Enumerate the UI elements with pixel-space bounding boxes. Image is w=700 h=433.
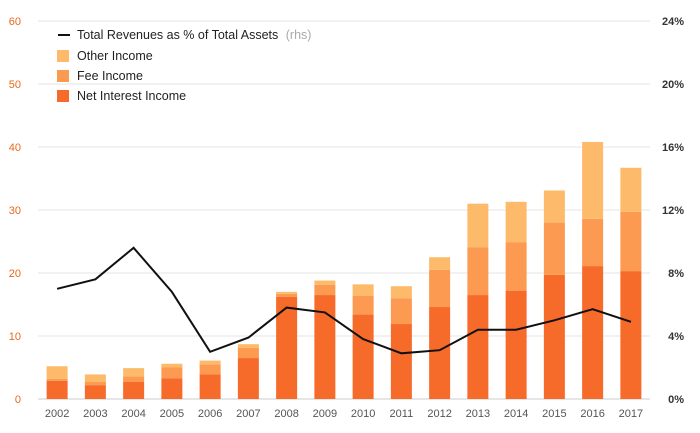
bar-net-interest-income-2017 [620, 271, 642, 399]
legend: Total Revenues as % of Total Assets (rhs… [57, 28, 311, 103]
right-tick-label: 4% [668, 331, 684, 343]
x-tick-label: 2010 [351, 408, 375, 420]
left-tick-label: 60 [9, 16, 21, 28]
bar-other-income-2014 [505, 201, 527, 243]
legend-net-swatch [57, 90, 69, 102]
bar-net-interest-income-2014 [505, 290, 527, 399]
right-tick-label: 16% [662, 142, 684, 154]
x-tick-label: 2006 [198, 408, 222, 420]
stacked-bars [46, 141, 642, 399]
legend-net-label: Net Interest Income [77, 89, 186, 103]
x-tick-label: 2005 [160, 408, 184, 420]
legend-line-label: Total Revenues as % of Total Assets (rhs… [77, 28, 311, 42]
bar-net-interest-income-2006 [199, 374, 221, 399]
x-tick-label: 2007 [236, 408, 260, 420]
x-tick-label: 2004 [121, 408, 145, 420]
legend-fee-label: Fee Income [77, 69, 143, 83]
x-tick-label: 2009 [313, 408, 337, 420]
x-tick-label: 2008 [274, 408, 298, 420]
right-tick-label: 20% [662, 79, 684, 91]
bar-fee-income-2009 [314, 284, 336, 296]
total-revenues-line [56, 246, 632, 355]
bar-net-interest-income-2012 [429, 307, 451, 399]
bar-fee-income-2004 [123, 376, 145, 382]
bar-fee-income-2006 [199, 364, 221, 375]
bar-other-income-2009 [314, 280, 336, 285]
bar-net-interest-income-2015 [543, 274, 565, 399]
right-tick-label: 8% [668, 268, 684, 280]
bar-other-income-2004 [123, 368, 145, 377]
bar-net-interest-income-2007 [237, 358, 259, 399]
left-tick-label: 30 [9, 205, 21, 217]
legend-other-label: Other Income [77, 49, 153, 63]
bar-fee-income-2017 [620, 211, 642, 272]
bar-fee-income-2003 [84, 381, 106, 386]
bar-net-interest-income-2004 [123, 381, 145, 399]
bar-net-interest-income-2011 [390, 324, 412, 399]
x-tick-label: 2013 [466, 408, 490, 420]
bar-other-income-2013 [467, 203, 489, 248]
bar-fee-income-2008 [276, 293, 298, 297]
bar-other-income-2012 [429, 257, 451, 270]
right-tick-label: 12% [662, 205, 684, 217]
bar-net-interest-income-2008 [276, 296, 298, 399]
bar-fee-income-2010 [352, 295, 374, 315]
bar-other-income-2002 [46, 366, 68, 379]
x-tick-label: 2002 [45, 408, 69, 420]
x-tick-label: 2016 [580, 408, 604, 420]
bar-fee-income-2012 [429, 269, 451, 308]
bar-fee-income-2011 [390, 298, 412, 325]
x-tick-label: 2012 [427, 408, 451, 420]
bar-net-interest-income-2003 [84, 385, 106, 399]
bar-fee-income-2002 [46, 378, 68, 381]
left-tick-label: 50 [9, 79, 21, 91]
x-tick-label: 2017 [619, 408, 643, 420]
legend-other-swatch [57, 50, 69, 62]
bar-fee-income-2015 [543, 222, 565, 275]
bar-other-income-2008 [276, 291, 298, 294]
x-tick-label: 2011 [390, 408, 414, 420]
bar-net-interest-income-2010 [352, 314, 374, 399]
bar-net-interest-income-2002 [46, 380, 68, 399]
x-tick-label: 2015 [542, 408, 566, 420]
bar-other-income-2010 [352, 284, 374, 296]
bar-fee-income-2005 [161, 367, 183, 379]
bar-net-interest-income-2016 [582, 266, 604, 399]
bar-net-interest-income-2013 [467, 295, 489, 399]
x-axis-ticks: 2002 2003 2004 2005 2006 2007 2008 2009 2010 2011… [45, 408, 643, 420]
bar-other-income-2015 [543, 190, 565, 223]
bar-fee-income-2013 [467, 247, 489, 296]
right-axis-ticks: 0% 4% 8% 12% 16% 20% 24% [662, 16, 684, 406]
legend-fee-swatch [57, 70, 69, 82]
bar-fee-income-2016 [582, 218, 604, 267]
legend-line-label-text: Total Revenues as % of Total Assets [77, 28, 278, 42]
left-tick-label: 40 [9, 142, 21, 154]
bar-other-income-2011 [390, 286, 412, 299]
bar-other-income-2003 [84, 374, 106, 382]
bar-other-income-2017 [620, 167, 642, 212]
bar-net-interest-income-2005 [161, 378, 183, 399]
bar-fee-income-2014 [505, 242, 527, 291]
left-tick-label: 10 [9, 331, 21, 343]
bar-other-income-2016 [582, 141, 604, 219]
bar-other-income-2007 [237, 344, 259, 348]
left-tick-label: 20 [9, 268, 21, 280]
right-tick-label: 0% [668, 394, 684, 406]
x-tick-label: 2003 [83, 408, 107, 420]
bar-other-income-2006 [199, 360, 221, 365]
left-axis-ticks: 0 10 20 30 40 50 60 [9, 16, 21, 406]
bar-other-income-2005 [161, 363, 183, 368]
bar-fee-income-2007 [237, 347, 259, 359]
x-tick-label: 2014 [504, 408, 528, 420]
right-tick-label: 24% [662, 16, 684, 28]
left-tick-label: 0 [15, 394, 21, 406]
legend-line-note: (rhs) [286, 28, 312, 42]
gridlines [38, 20, 650, 400]
bar-net-interest-income-2009 [314, 295, 336, 399]
